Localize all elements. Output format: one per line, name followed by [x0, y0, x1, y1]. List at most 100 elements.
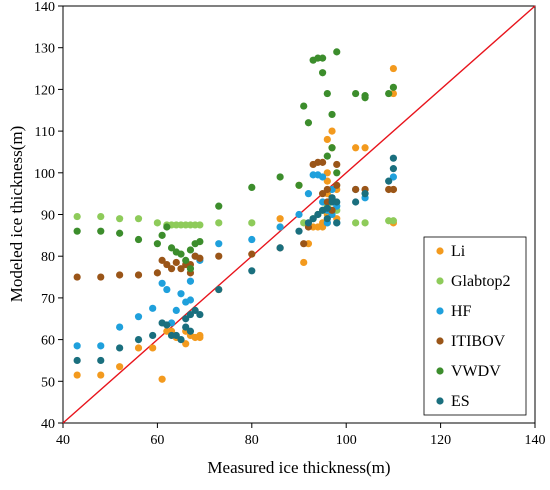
axis-ticks: 40 60 80 100 120 140 40 50 60 70 80 90 100 110 120 130 1…: [34, 0, 546, 448]
data-point-itibov: [300, 240, 308, 248]
data-point-li: [323, 169, 331, 177]
data-point-glabtop2: [73, 212, 81, 221]
data-point-vwdv: [319, 54, 327, 62]
data-points: [73, 48, 397, 383]
y-tick-label: 90: [41, 209, 55, 224]
y-tick-label: 60: [41, 334, 55, 349]
data-point-es: [186, 327, 195, 335]
data-point-vwdv: [73, 227, 81, 235]
data-point-vwdv: [328, 144, 336, 152]
legend-marker-vwdv: [436, 367, 444, 375]
legend-item-vwdv: VWDV: [436, 363, 501, 380]
data-point-li: [300, 258, 308, 267]
data-point-hf: [97, 342, 105, 350]
data-point-glabtop2: [352, 219, 360, 227]
data-point-li: [276, 215, 284, 223]
data-point-es: [295, 227, 303, 235]
data-point-es: [304, 219, 313, 227]
data-point-hf: [177, 290, 185, 298]
data-point-vwdv: [186, 246, 195, 254]
data-point-itibov: [333, 181, 341, 189]
data-point-vwdv: [196, 238, 204, 246]
series-es: [73, 154, 397, 365]
data-point-li: [149, 344, 157, 352]
legend-item-es: ES: [436, 393, 470, 410]
data-point-vwdv: [276, 173, 284, 181]
data-point-vwdv: [361, 92, 369, 100]
data-point-vwdv: [116, 229, 124, 237]
data-point-vwdv: [389, 83, 397, 91]
data-point-vwdv: [177, 250, 185, 258]
data-point-hf: [158, 279, 166, 287]
y-tick-label: 40: [41, 417, 55, 432]
data-point-li: [158, 375, 166, 383]
data-point-itibov: [319, 158, 327, 166]
data-point-vwdv: [304, 119, 313, 127]
x-axis-label: Measured ice thickness(m): [207, 458, 390, 477]
data-point-li: [134, 344, 143, 352]
data-point-es: [323, 204, 331, 212]
data-point-itibov: [196, 254, 204, 262]
legend-marker-glabtop2: [436, 277, 444, 285]
data-point-es: [182, 323, 190, 331]
data-point-li: [361, 144, 369, 152]
data-point-li: [389, 64, 397, 73]
legend: Li Glabtop2 HF ITIBOV VWDV ES: [423, 236, 527, 416]
legend-marker-es: [436, 397, 444, 405]
data-point-glabtop2: [116, 215, 124, 223]
data-point-vwdv: [215, 202, 223, 210]
data-point-vwdv: [328, 110, 336, 119]
data-point-li: [196, 331, 204, 340]
x-tick-label: 60: [150, 433, 164, 448]
data-point-itibov: [116, 271, 124, 279]
y-tick-label: 100: [34, 167, 55, 182]
data-point-vwdv: [153, 240, 161, 248]
data-point-itibov: [73, 273, 81, 281]
x-tick-label: 120: [430, 433, 451, 448]
data-point-li: [352, 144, 360, 152]
data-point-itibov: [319, 190, 327, 198]
series-hf: [73, 171, 397, 350]
data-point-hf: [73, 342, 81, 350]
series-vwdv: [73, 48, 397, 273]
data-point-es: [134, 336, 143, 344]
legend-marker-itibov: [436, 337, 444, 345]
data-point-glabtop2: [153, 219, 161, 227]
data-point-es: [215, 285, 223, 294]
data-point-vwdv: [300, 102, 308, 110]
data-point-glabtop2: [361, 219, 369, 227]
y-tick-label: 50: [41, 375, 55, 390]
data-point-li: [323, 135, 331, 144]
x-tick-label: 140: [525, 433, 546, 448]
data-point-vwdv: [158, 231, 166, 239]
legend-item-li: Li: [436, 243, 466, 260]
data-point-vwdv: [134, 235, 143, 244]
data-point-itibov: [163, 260, 171, 269]
data-point-hf: [186, 296, 195, 304]
data-point-es: [328, 194, 336, 202]
data-point-vwdv: [333, 169, 341, 177]
y-tick-label: 140: [34, 0, 55, 15]
data-point-glabtop2: [97, 212, 105, 221]
y-tick-label: 80: [41, 250, 55, 265]
legend-label-li: Li: [451, 243, 466, 260]
data-point-es: [116, 344, 124, 352]
y-axis-label: Modeled ice thickness(m): [7, 126, 26, 303]
data-point-vwdv: [163, 223, 171, 231]
data-point-hf: [304, 190, 313, 198]
data-point-glabtop2: [215, 219, 223, 227]
series-glabtop2: [73, 202, 397, 231]
data-point-li: [116, 363, 124, 371]
data-point-es: [352, 198, 360, 206]
data-point-li: [323, 177, 331, 185]
data-point-itibov: [323, 185, 331, 194]
data-point-vwdv: [182, 256, 190, 264]
data-point-es: [333, 198, 341, 206]
data-point-itibov: [333, 160, 341, 169]
data-point-hf: [389, 173, 397, 181]
data-point-itibov: [177, 265, 185, 273]
data-point-es: [323, 215, 331, 223]
data-point-vwdv: [323, 89, 331, 98]
data-point-glabtop2: [248, 219, 256, 227]
legend-label-itibov: ITIBOV: [451, 333, 506, 350]
